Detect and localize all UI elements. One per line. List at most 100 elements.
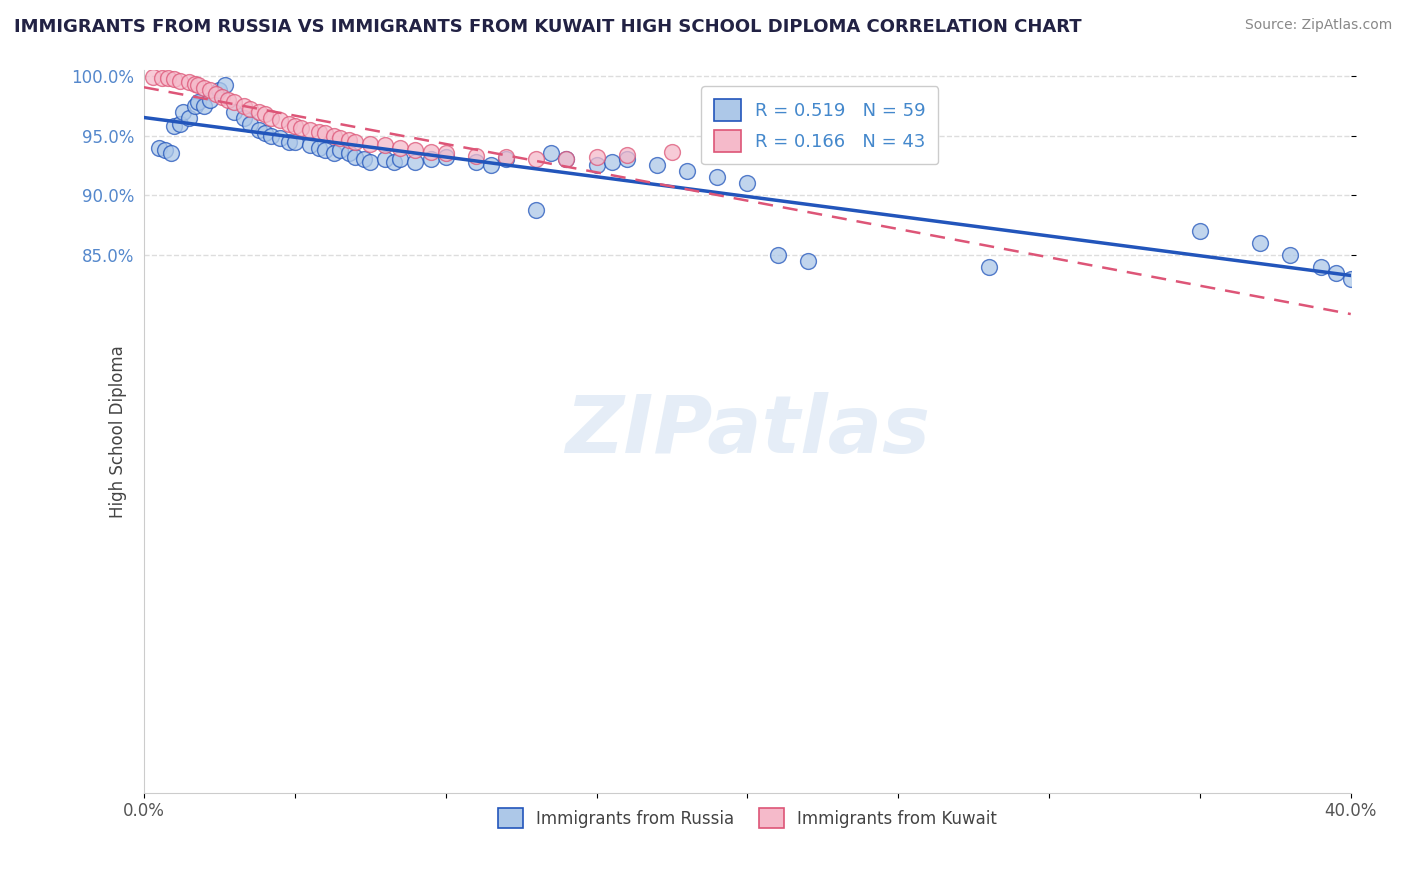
Point <box>277 117 299 131</box>
Point <box>184 98 207 112</box>
Point <box>382 154 405 169</box>
Point <box>405 143 427 157</box>
Point <box>661 145 683 160</box>
Point <box>419 145 441 160</box>
Y-axis label: High School Diploma: High School Diploma <box>110 345 128 517</box>
Point <box>200 93 222 107</box>
Point <box>153 143 176 157</box>
Point <box>193 80 215 95</box>
Point <box>344 150 367 164</box>
Point <box>419 153 441 167</box>
Point <box>329 143 352 157</box>
Point <box>1309 260 1331 274</box>
Point <box>1279 248 1302 262</box>
Point <box>329 131 352 145</box>
Point <box>706 170 728 185</box>
Point <box>1249 236 1271 251</box>
Point <box>187 78 209 93</box>
Point <box>344 135 367 149</box>
Point <box>148 140 170 154</box>
Point <box>184 77 207 91</box>
Point <box>179 75 201 89</box>
Point <box>179 111 201 125</box>
Point <box>555 153 578 167</box>
Point <box>150 71 173 86</box>
Point <box>616 153 638 167</box>
Point <box>187 95 209 109</box>
Point <box>323 128 346 143</box>
Point <box>766 248 789 262</box>
Text: ZIPatlas: ZIPatlas <box>565 392 929 470</box>
Point <box>600 154 623 169</box>
Point <box>163 119 186 133</box>
Point <box>359 154 381 169</box>
Point <box>1188 224 1211 238</box>
Point <box>495 153 517 167</box>
Point <box>405 154 427 169</box>
Point <box>977 260 1000 274</box>
Point <box>540 146 562 161</box>
Point <box>1340 272 1362 286</box>
Point <box>479 158 502 172</box>
Point <box>232 98 254 112</box>
Point <box>200 83 222 97</box>
Point <box>555 153 578 167</box>
Point <box>169 117 191 131</box>
Text: Source: ZipAtlas.com: Source: ZipAtlas.com <box>1244 18 1392 32</box>
Point <box>374 138 396 153</box>
Point <box>253 126 276 140</box>
Point <box>374 153 396 167</box>
Point <box>269 113 291 128</box>
Point <box>260 128 283 143</box>
Point <box>389 153 412 167</box>
Legend: Immigrants from Russia, Immigrants from Kuwait: Immigrants from Russia, Immigrants from … <box>491 801 1004 835</box>
Point <box>314 126 336 140</box>
Point <box>205 87 228 101</box>
Point <box>585 158 607 172</box>
Point <box>238 117 260 131</box>
Point <box>238 102 260 116</box>
Point <box>290 121 312 136</box>
Point <box>464 149 486 163</box>
Point <box>277 135 299 149</box>
Point <box>495 150 517 164</box>
Point <box>142 70 165 84</box>
Point <box>224 104 246 119</box>
Point <box>337 133 360 147</box>
Point <box>284 135 307 149</box>
Point <box>160 146 183 161</box>
Point <box>585 150 607 164</box>
Point <box>247 104 270 119</box>
Point <box>314 143 336 157</box>
Point <box>217 93 239 107</box>
Point <box>211 90 233 104</box>
Point <box>308 140 330 154</box>
Point <box>214 78 236 93</box>
Point <box>269 131 291 145</box>
Point <box>389 140 412 154</box>
Point <box>169 73 191 87</box>
Point <box>337 146 360 161</box>
Point <box>434 150 457 164</box>
Point <box>353 153 375 167</box>
Point <box>247 122 270 136</box>
Point <box>616 147 638 161</box>
Point <box>359 136 381 151</box>
Point <box>464 154 486 169</box>
Point <box>163 72 186 87</box>
Point <box>323 146 346 161</box>
Point <box>737 177 759 191</box>
Point <box>284 119 307 133</box>
Point <box>157 71 180 86</box>
Point <box>308 125 330 139</box>
Point <box>524 153 547 167</box>
Point <box>193 98 215 112</box>
Point <box>676 164 699 178</box>
Text: IMMIGRANTS FROM RUSSIA VS IMMIGRANTS FROM KUWAIT HIGH SCHOOL DIPLOMA CORRELATION: IMMIGRANTS FROM RUSSIA VS IMMIGRANTS FRO… <box>14 18 1081 36</box>
Point <box>208 83 231 97</box>
Point <box>434 146 457 161</box>
Point <box>298 138 321 153</box>
Point <box>298 122 321 136</box>
Point <box>172 104 194 119</box>
Point <box>1324 266 1347 280</box>
